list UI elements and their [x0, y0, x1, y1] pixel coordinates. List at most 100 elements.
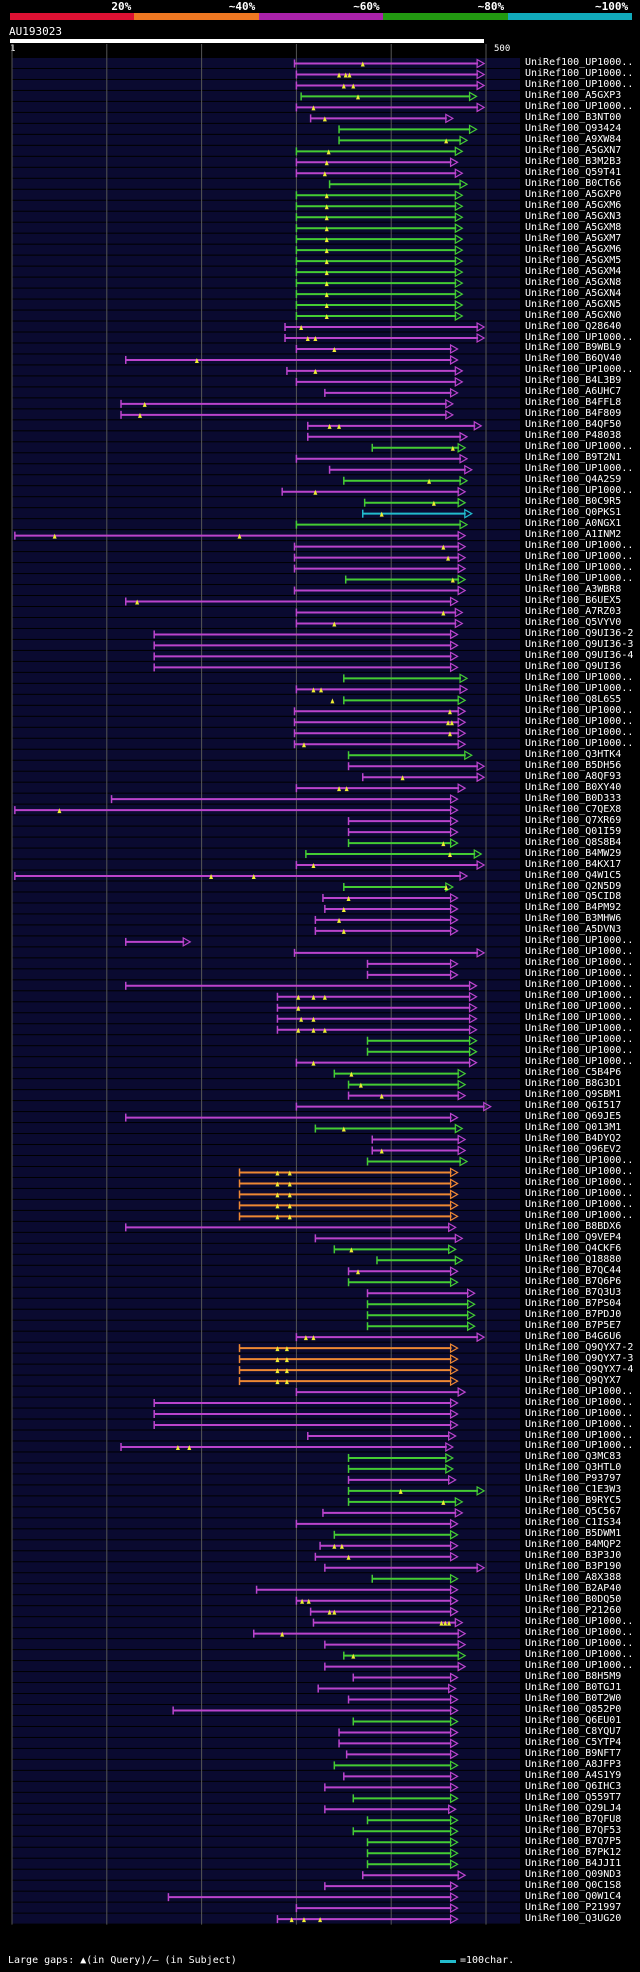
subject-label[interactable]: UniRef100_Q9UI36	[525, 660, 622, 672]
subject-label[interactable]: UniRef100_B4MW29	[525, 847, 622, 859]
subject-label[interactable]: UniRef100_C5B4P6	[525, 1067, 622, 1079]
subject-label[interactable]: UniRef100_A5GXM4	[525, 265, 622, 277]
subject-label[interactable]: UniRef100_B7QFU8	[525, 1813, 622, 1825]
subject-label[interactable]: UniRef100_A5GXN0	[525, 309, 622, 321]
subject-label[interactable]: UniRef100_UP1000..	[525, 551, 634, 563]
subject-label[interactable]: UniRef100_UP1000..	[525, 100, 634, 112]
subject-label[interactable]: UniRef100_Q18880	[525, 1253, 622, 1265]
subject-label[interactable]: UniRef100_B0D333	[525, 792, 622, 804]
subject-label[interactable]: UniRef100_UP1000..	[525, 1440, 634, 1452]
subject-label[interactable]: UniRef100_B3M2B3	[525, 155, 622, 167]
subject-label[interactable]: UniRef100_Q3MC83	[525, 1451, 622, 1463]
subject-label[interactable]: UniRef100_A5GXM7	[525, 232, 622, 244]
subject-label[interactable]: UniRef100_B7Q6P6	[525, 1275, 622, 1287]
subject-label[interactable]: UniRef100_A8JFP3	[525, 1758, 622, 1770]
subject-label[interactable]: UniRef100_B7QC44	[525, 1264, 622, 1276]
subject-label[interactable]: UniRef100_UP1000..	[525, 1429, 634, 1441]
subject-label[interactable]: UniRef100_UP1000..	[525, 1418, 634, 1430]
subject-label[interactable]: UniRef100_Q3HTL0	[525, 1462, 622, 1474]
subject-label[interactable]: UniRef100_Q559T7	[525, 1791, 622, 1803]
subject-label[interactable]: UniRef100_UP1000..	[525, 540, 634, 552]
subject-label[interactable]: UniRef100_B4MQP2	[525, 1539, 622, 1551]
subject-label[interactable]: UniRef100_B4DYQ2	[525, 1133, 622, 1145]
subject-label[interactable]: UniRef100_B4G6U6	[525, 1330, 622, 1342]
subject-label[interactable]: UniRef100_B2AP40	[525, 1583, 622, 1595]
subject-label[interactable]: UniRef100_UP1000..	[525, 979, 634, 991]
subject-label[interactable]: UniRef100_UP1000..	[525, 67, 634, 79]
subject-label[interactable]: UniRef100_Q3HTK4	[525, 748, 622, 760]
subject-label[interactable]: UniRef100_B0T2W0	[525, 1693, 622, 1705]
subject-label[interactable]: UniRef100_Q9UI36-2	[525, 627, 634, 639]
subject-label[interactable]: UniRef100_A5GXN5	[525, 298, 622, 310]
subject-label[interactable]: UniRef100_A5GXN3	[525, 210, 622, 222]
subject-label[interactable]: UniRef100_P48038	[525, 430, 622, 442]
subject-label[interactable]: UniRef100_Q4W1C5	[525, 869, 622, 881]
subject-label[interactable]: UniRef100_Q8L6S5	[525, 693, 622, 705]
subject-label[interactable]: UniRef100_Q9VEP4	[525, 1231, 622, 1243]
subject-label[interactable]: UniRef100_P21260	[525, 1605, 622, 1617]
subject-label[interactable]: UniRef100_A5GXM6	[525, 243, 622, 255]
subject-label[interactable]: UniRef100_B6QV40	[525, 353, 622, 365]
subject-label[interactable]: UniRef100_UP1000..	[525, 737, 634, 749]
subject-label[interactable]: UniRef100_B0TGJ1	[525, 1682, 622, 1694]
subject-label[interactable]: UniRef100_UP1000..	[525, 704, 634, 716]
subject-label[interactable]: UniRef100_Q28640	[525, 320, 622, 332]
subject-label[interactable]: UniRef100_B3P3J0	[525, 1550, 622, 1562]
subject-label[interactable]: UniRef100_UP1000..	[525, 1396, 634, 1408]
subject-label[interactable]: UniRef100_UP1000..	[525, 1407, 634, 1419]
subject-label[interactable]: UniRef100_UP1000..	[525, 331, 634, 343]
subject-label[interactable]: UniRef100_Q9UI36-3	[525, 638, 634, 650]
subject-label[interactable]: UniRef100_UP1000..	[525, 682, 634, 694]
subject-label[interactable]: UniRef100_Q013M1	[525, 1122, 622, 1134]
subject-label[interactable]: UniRef100_UP1000..	[525, 1198, 634, 1210]
subject-label[interactable]: UniRef100_B3NT00	[525, 111, 622, 123]
subject-label[interactable]: UniRef100_Q6EU01	[525, 1714, 622, 1726]
subject-label[interactable]: UniRef100_Q9QYX7-4	[525, 1363, 634, 1375]
subject-label[interactable]: UniRef100_A8QF93	[525, 770, 622, 782]
subject-label[interactable]: UniRef100_B9WBL9	[525, 342, 622, 354]
subject-label[interactable]: UniRef100_Q5C567	[525, 1506, 622, 1518]
subject-label[interactable]: UniRef100_B4KX17	[525, 858, 622, 870]
subject-label[interactable]: UniRef100_B0XY40	[525, 781, 622, 793]
subject-label[interactable]: UniRef100_A3WBR8	[525, 584, 622, 596]
subject-label[interactable]: UniRef100_UP1000..	[525, 968, 634, 980]
subject-label[interactable]: UniRef100_UP1000..	[525, 441, 634, 453]
subject-label[interactable]: UniRef100_Q8S8B4	[525, 836, 622, 848]
subject-label[interactable]: UniRef100_Q5CID8	[525, 891, 622, 903]
subject-label[interactable]: UniRef100_B8G3D1	[525, 1078, 622, 1090]
subject-label[interactable]: UniRef100_UP1000..	[525, 715, 634, 727]
subject-label[interactable]: UniRef100_B5DWM1	[525, 1528, 622, 1540]
subject-label[interactable]: UniRef100_B0C9R5	[525, 496, 622, 508]
subject-label[interactable]: UniRef100_A5GXN7	[525, 144, 622, 156]
subject-label[interactable]: UniRef100_UP1000..	[525, 364, 634, 376]
subject-label[interactable]: UniRef100_Q4A2S9	[525, 474, 622, 486]
subject-label[interactable]: UniRef100_Q9QYX7-3	[525, 1352, 634, 1364]
subject-label[interactable]: UniRef100_A7RZ03	[525, 606, 622, 617]
subject-label[interactable]: UniRef100_UP1000..	[525, 1385, 634, 1397]
subject-label[interactable]: UniRef100_B6UEX5	[525, 595, 622, 607]
subject-label[interactable]: UniRef100_Q9SBM1	[525, 1089, 622, 1101]
subject-label[interactable]: UniRef100_B7PK12	[525, 1846, 622, 1858]
subject-label[interactable]: UniRef100_B4L3B9	[525, 375, 622, 387]
subject-label[interactable]: UniRef100_Q29LJ4	[525, 1802, 622, 1814]
subject-label[interactable]: UniRef100_Q69JE5	[525, 1111, 622, 1123]
subject-label[interactable]: UniRef100_B7Q7P5	[525, 1835, 622, 1847]
subject-label[interactable]: UniRef100_B4QF50	[525, 419, 622, 431]
subject-label[interactable]: UniRef100_UP1000..	[525, 935, 634, 947]
subject-label[interactable]: UniRef100_B3P190	[525, 1561, 622, 1573]
subject-label[interactable]: UniRef100_B9NFT7	[525, 1747, 622, 1759]
subject-label[interactable]: UniRef100_A5GXP3	[525, 89, 622, 101]
subject-label[interactable]: UniRef100_Q2N5D9	[525, 880, 622, 892]
subject-label[interactable]: UniRef100_B7PDJ0	[525, 1308, 622, 1320]
subject-label[interactable]: UniRef100_B9RYC5	[525, 1495, 622, 1507]
subject-label[interactable]: UniRef100_UP1000..	[525, 1660, 634, 1672]
subject-label[interactable]: UniRef100_Q7XR69	[525, 814, 622, 826]
subject-label[interactable]: UniRef100_A5GXN8	[525, 276, 622, 288]
subject-label[interactable]: UniRef100_A5GXM8	[525, 221, 622, 233]
subject-label[interactable]: UniRef100_C1E3W3	[525, 1484, 622, 1496]
subject-label[interactable]: UniRef100_UP1000..	[525, 1045, 634, 1057]
subject-label[interactable]: UniRef100_B3MHW6	[525, 913, 622, 925]
subject-label[interactable]: UniRef100_B5DH56	[525, 759, 622, 771]
subject-label[interactable]: UniRef100_B9T2N1	[525, 452, 622, 464]
subject-label[interactable]: UniRef100_UP1000..	[525, 463, 634, 475]
